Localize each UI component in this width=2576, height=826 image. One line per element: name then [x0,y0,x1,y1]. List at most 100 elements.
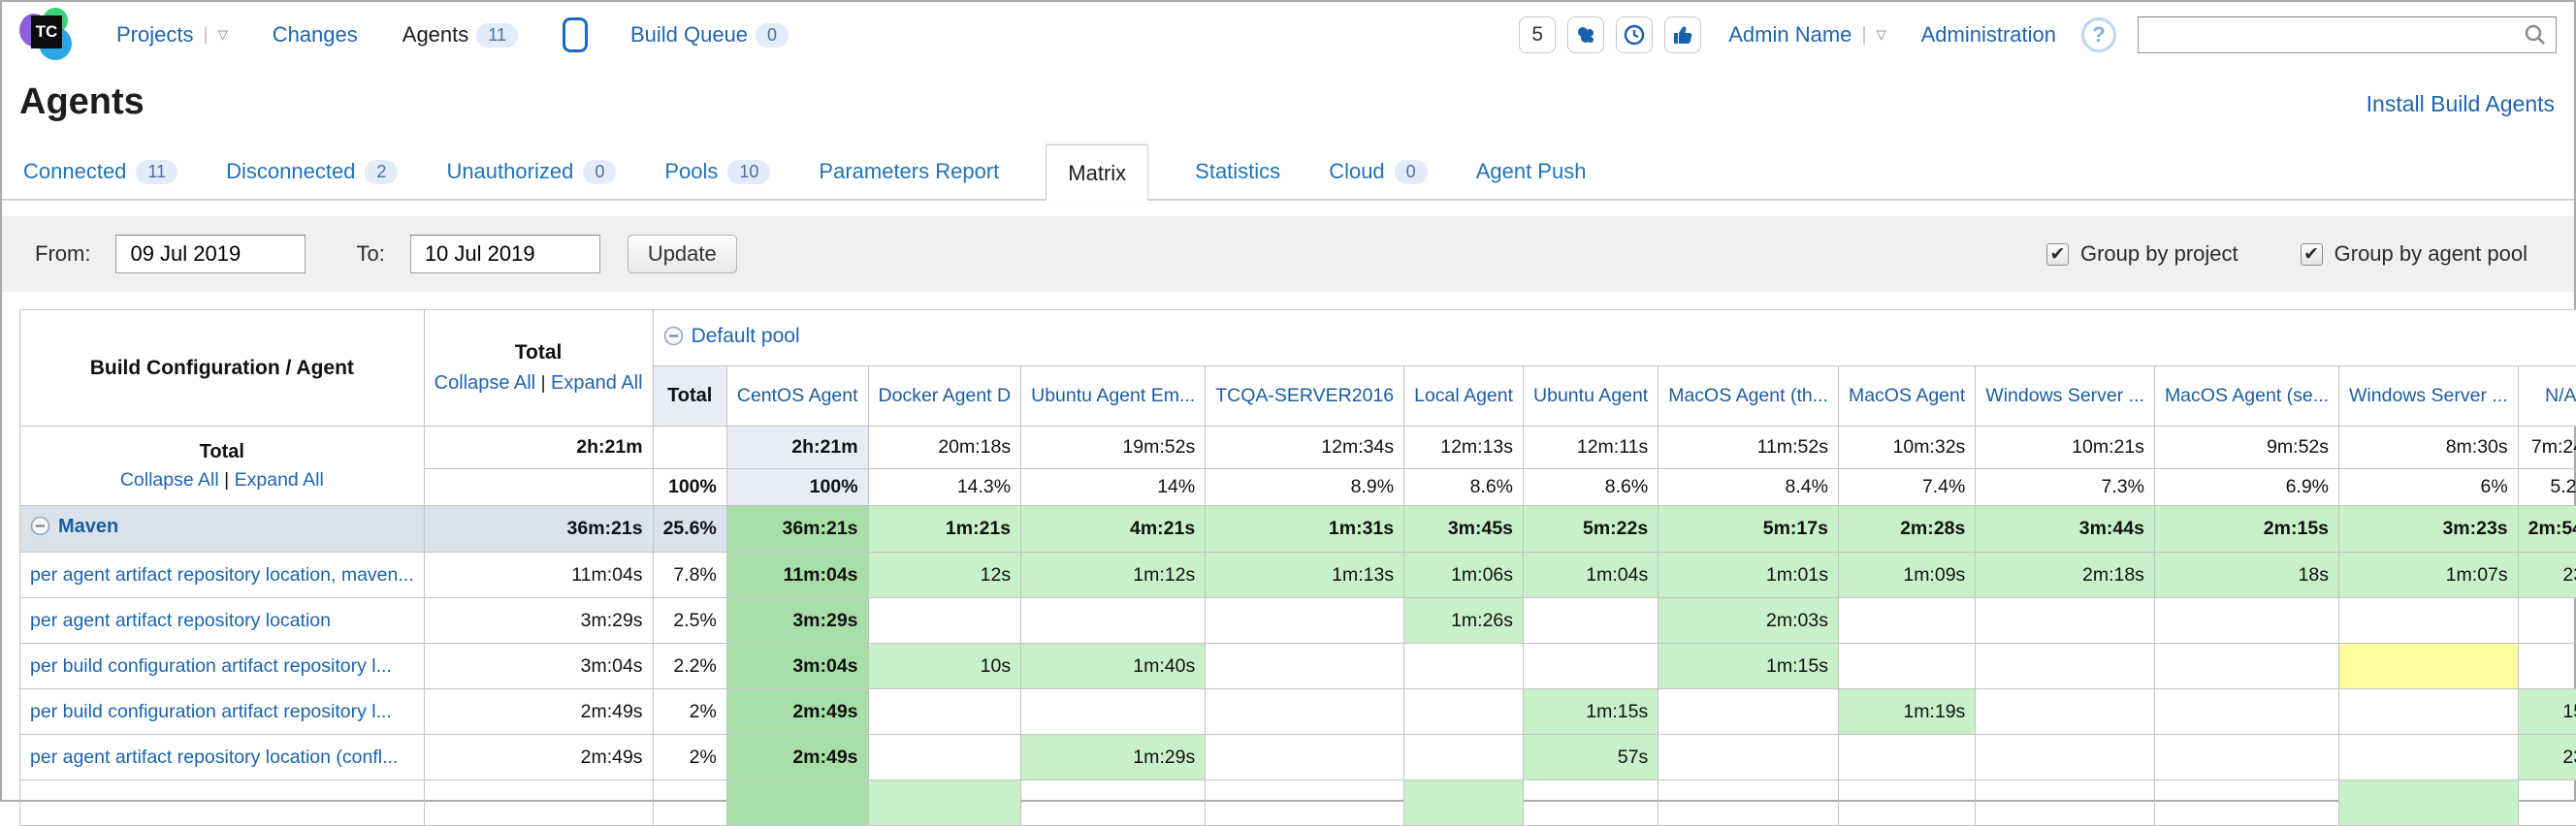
matrix-cell [2153,688,2340,735]
approvals-button[interactable] [1664,16,1702,53]
matrix-cell [1975,643,2155,689]
collapse-minus-icon[interactable] [30,516,50,542]
agents-tab-bar: Connected 11 Disconnected 2 Unauthorized 0 Poo… [2,144,2574,201]
install-build-agents-link[interactable]: Install Build Agents [2366,91,2555,116]
row-name: per agent artifact repository location, … [19,552,425,598]
filter-checkboxes: ✔ Group by project ✔ Group by agent pool [2045,241,2541,267]
total-time: 2h:21m [423,426,654,469]
tab-label: Disconnected [226,159,356,183]
build-configuration-link[interactable]: per agent artifact repository location (… [30,746,399,768]
title-bar: Agents Install Build Agents [2,68,2574,125]
to-date-input[interactable] [409,235,600,273]
corner-header: Build Configuration / Agent [19,309,425,427]
matrix-cell [2338,734,2519,780]
agent-total-pct: 8.6% [1523,468,1659,506]
help-glyph: ? [2092,22,2106,47]
nav-build-queue[interactable]: Build Queue 0 [630,22,789,48]
matrix-cell [1658,688,1839,735]
row-name: per agent artifact repository location (… [19,734,425,780]
agent-column-header[interactable]: MacOS Agent (th... [1658,365,1839,427]
tab-cloud[interactable]: Cloud 0 [1327,144,1430,199]
agent-column-header[interactable]: Local Agent [1403,365,1525,427]
row-name: per agent artifact repository location [19,597,425,644]
agent-column-header[interactable]: Ubuntu Agent Em... [1020,365,1207,427]
group-name-link[interactable]: Maven [58,516,119,537]
matrix-cell: 1m:07s [2338,552,2519,598]
row-pool-total [725,779,869,826]
row-pct: 25.6% [652,505,727,553]
tab-pools[interactable]: Pools 10 [662,144,772,199]
matrix-cell: 1m:29s [1020,734,1207,780]
checkbox-checked-icon[interactable]: ✔ [2300,242,2323,266]
matrix-cell [2338,779,2519,826]
tab-agent-push[interactable]: Agent Push [1474,144,1589,199]
search-input[interactable] [2138,16,2557,53]
expand-all-link[interactable]: Expand All [234,468,324,491]
agent-column-header[interactable]: Ubuntu Agent [1523,365,1659,427]
nav-projects[interactable]: Projects | ▽ [116,22,228,48]
build-time-button[interactable] [1616,16,1654,53]
matrix-cell [2338,597,2519,644]
teamcity-logo-icon[interactable]: TC [19,8,74,62]
agent-total-pct: 6% [2338,468,2519,506]
new-ui-toggle-icon[interactable] [562,17,588,52]
build-configuration-link[interactable]: per build configuration artifact reposit… [30,654,392,677]
tab-disconnected[interactable]: Disconnected 2 [224,144,400,199]
tab-statistics[interactable]: Statistics [1193,144,1282,199]
tab-matrix[interactable]: Matrix [1046,144,1149,201]
row-pct: 2.5% [652,597,727,644]
matrix-cell [1205,597,1405,644]
matrix-cell [1403,643,1525,689]
nav-administration-label: Administration [1920,22,2056,47]
user-menu[interactable]: Admin Name | ▽ [1728,22,1885,48]
build-configuration-link[interactable]: per agent artifact repository location, … [30,563,414,586]
help-icon[interactable]: ? [2081,17,2116,52]
agent-column-header[interactable]: CentOS Agent [725,365,869,427]
group-row-name[interactable]: Maven [19,505,425,553]
investigations-count-button[interactable]: 5 [1519,16,1557,53]
agent-column-header[interactable]: MacOS Agent (se... [2153,365,2340,427]
matrix-cell [2338,643,2519,689]
agent-column-header[interactable]: Windows Server ... [1975,365,2155,427]
pool-total-pct: 100% [725,468,869,506]
build-configuration-link[interactable]: per build configuration artifact reposit… [30,700,392,722]
agent-total-pct: 14.3% [867,468,1022,506]
collapse-all-link[interactable]: Collapse All [119,468,219,491]
matrix-cell: 3m:44s [1975,505,2155,553]
agent-column-header[interactable]: Docker Agent D [867,365,1022,427]
matrix-cell: 1m:15s [1658,643,1839,689]
group-by-agent-pool-checkbox[interactable]: ✔ Group by agent pool [2300,241,2528,267]
tab-unauthorized[interactable]: Unauthorized 0 [444,144,618,199]
row-name: per build configuration artifact reposit… [19,643,425,689]
checkbox-checked-icon[interactable]: ✔ [2045,242,2069,266]
agent-column-header[interactable]: N/A [2517,365,2576,427]
matrix-cell [1205,734,1405,780]
chevron-down-icon[interactable]: ▽ [1876,27,1886,42]
matrix-cell: 1m:21s [867,505,1022,553]
search-icon[interactable] [2524,23,2547,47]
row-pool-total: 3m:04s [725,643,869,689]
collapse-minus-icon[interactable] [663,326,684,352]
nav-agents[interactable]: Agents 11 [402,22,518,48]
clock-icon [1625,24,1645,46]
total-header-label: Total [514,341,563,364]
update-button[interactable]: Update [627,235,737,273]
nav-administration[interactable]: Administration [1921,22,2056,48]
agent-column-header[interactable]: Windows Server ... [2338,365,2519,427]
build-configuration-link[interactable]: per agent artifact repository location [30,609,332,631]
tab-parameters-report[interactable]: Parameters Report [817,144,1001,199]
group-by-project-checkbox[interactable]: ✔ Group by project [2045,241,2238,267]
agent-column-header[interactable]: MacOS Agent [1837,365,1977,427]
nav-changes[interactable]: Changes [273,22,358,48]
agent-column-header[interactable]: TCQA-SERVER2016 [1205,365,1405,427]
matrix-cell [1523,597,1659,644]
pool-name-link[interactable]: Default pool [691,324,800,347]
from-date-input[interactable] [115,235,306,273]
chevron-down-icon[interactable]: ▽ [217,27,228,42]
flaky-tests-button[interactable] [1567,16,1605,53]
tab-connected[interactable]: Connected 11 [21,144,179,199]
matrix-cell: 1m:09s [1837,552,1977,598]
group-by-project-label: Group by project [2079,241,2238,266]
expand-all-link[interactable]: Expand All [551,372,643,394]
collapse-all-link[interactable]: Collapse All [434,372,536,394]
